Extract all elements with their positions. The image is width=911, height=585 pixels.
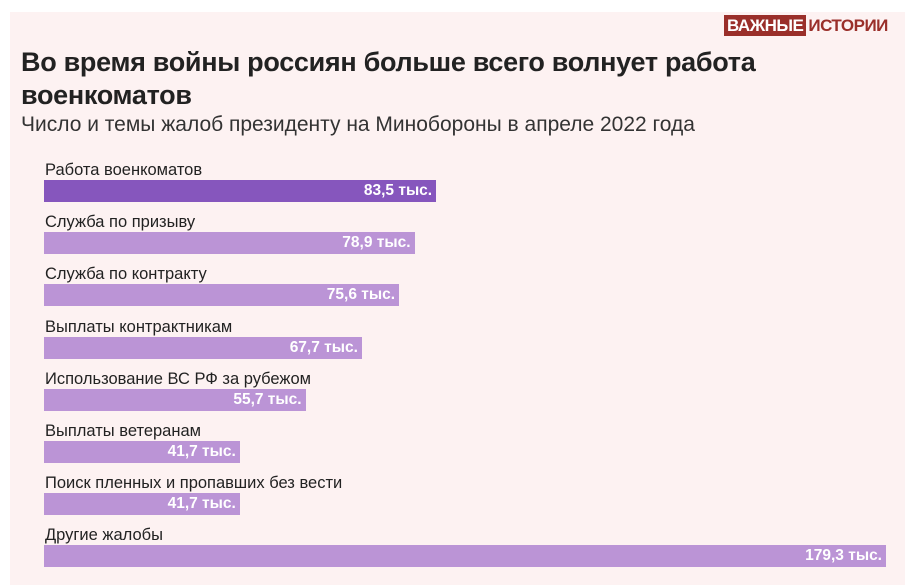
data-label: 179,3 тыс. xyxy=(805,547,882,565)
bar: 75,6 тыс. xyxy=(44,284,400,307)
data-label: 55,7 тыс. xyxy=(233,390,302,408)
logo-part1: ВАЖНЫЕ xyxy=(724,15,807,36)
bar: 67,7 тыс. xyxy=(44,336,362,359)
data-label: 75,6 тыс. xyxy=(326,286,396,304)
bar: 78,9 тыс. xyxy=(44,232,415,255)
data-label: 41,7 тыс. xyxy=(167,443,236,460)
bar: 83,5 тыс. xyxy=(44,180,437,202)
data-label: 67,7 тыс. xyxy=(289,338,358,356)
data-label: 41,7 тыс. xyxy=(167,495,236,513)
category-label: Другие жалобы xyxy=(45,526,163,545)
category-label: Служба по призыву xyxy=(45,213,196,232)
category-label: Выплаты ветеранам xyxy=(45,422,201,440)
category-label: Работа военкоматов xyxy=(45,161,203,179)
category-label: Служба по контракту xyxy=(45,265,207,284)
bar: 41,7 тыс. xyxy=(44,441,240,463)
bar: 55,7 тыс. xyxy=(44,388,306,411)
data-label: 78,9 тыс. xyxy=(342,234,411,252)
bar: 179,3 тыс. xyxy=(44,545,886,568)
bar: 41,7 тыс. xyxy=(44,493,240,516)
chart-title: Во время войны россиян больше всего волн… xyxy=(21,47,756,110)
logo: ВАЖНЫЕ ИСТОРИИ xyxy=(724,15,888,36)
data-label: 83,5 тыс. xyxy=(363,182,433,199)
category-label: Выплаты контрактникам xyxy=(45,317,233,336)
chart-subtitle: Число и темы жалоб президенту на Минобор… xyxy=(21,113,695,136)
category-label: Использование ВС РФ за рубежом xyxy=(45,369,311,388)
category-label: Поиск пленных и пропавших без вести xyxy=(45,474,343,493)
logo-part2: ИСТОРИИ xyxy=(808,15,888,35)
